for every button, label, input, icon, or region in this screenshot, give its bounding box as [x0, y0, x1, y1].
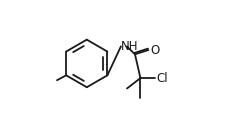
- Text: NH: NH: [120, 40, 138, 53]
- Text: Cl: Cl: [155, 72, 167, 85]
- Text: O: O: [150, 44, 159, 56]
